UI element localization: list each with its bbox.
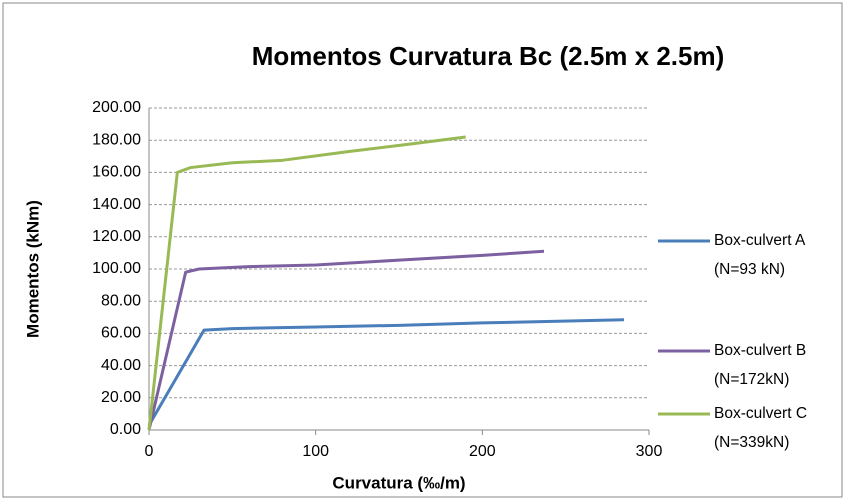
y-tick-label: 140.00 bbox=[92, 196, 141, 213]
y-axis-label: Momentos (kNm) bbox=[23, 200, 42, 338]
y-tick-label: 100.00 bbox=[92, 260, 141, 277]
x-axis-label: Curvatura (‰/m) bbox=[332, 473, 465, 492]
chart-title: Momentos Curvatura Bc (2.5m x 2.5m) bbox=[252, 41, 724, 71]
y-tick-label: 200.00 bbox=[92, 99, 141, 116]
y-tick-label: 160.00 bbox=[92, 164, 141, 181]
x-tick-label: 100 bbox=[302, 443, 329, 460]
legend-label: Box-culvert C (N=339kN) bbox=[714, 405, 808, 451]
y-tick-label: 120.00 bbox=[92, 228, 141, 245]
y-tick-label: 180.00 bbox=[92, 131, 141, 148]
x-tick-label: 200 bbox=[469, 443, 496, 460]
y-tick-label: 0.00 bbox=[110, 421, 141, 438]
series-line bbox=[147, 135, 466, 431]
y-tick-label: 20.00 bbox=[101, 389, 141, 406]
legend-label: Box-culvert B (N=172kN) bbox=[714, 342, 807, 388]
y-tick-label: 40.00 bbox=[101, 357, 141, 374]
x-tick-label: 0 bbox=[145, 443, 154, 460]
x-tick-label: 300 bbox=[636, 443, 663, 460]
series-line bbox=[147, 318, 625, 426]
series-line bbox=[147, 249, 545, 431]
legend-label: Box-culvert A (N=93 kN) bbox=[714, 232, 805, 278]
y-tick-label: 80.00 bbox=[101, 292, 141, 309]
y-tick-label: 60.00 bbox=[101, 325, 141, 342]
